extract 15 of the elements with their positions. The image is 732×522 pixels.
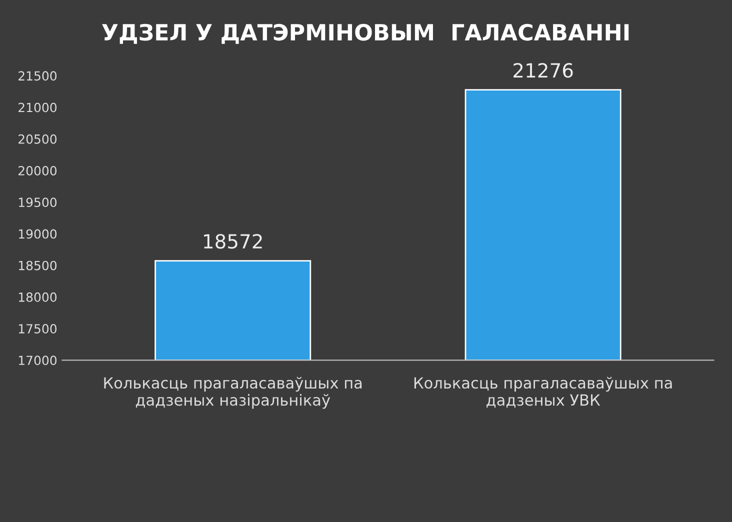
y-tick-label: 17500 <box>18 324 57 334</box>
y-tick-label: 21000 <box>18 102 57 112</box>
y-tick-label: 20500 <box>18 134 57 144</box>
y-tick-label: 18500 <box>18 260 57 270</box>
chart-title: УДЗЕЛ У ДАТЭРМІНОВЫМ ГАЛАСАВАННІ <box>102 24 629 44</box>
y-tick-label: 17000 <box>18 356 57 366</box>
y-tick-label: 20000 <box>18 166 57 176</box>
y-tick-label: 19500 <box>18 198 57 208</box>
y-tick-label: 18000 <box>18 292 57 302</box>
y-tick-label: 21500 <box>18 71 57 81</box>
x-tick-label: Колькасць прагаласаваўшых па дадзеных назіральнікаў <box>104 376 362 409</box>
data-label: 21276 <box>514 63 573 78</box>
y-tick-label: 19000 <box>18 229 57 239</box>
x-tick-label: Колькасць прагаласаваўшых па дадзеных УВК <box>414 376 672 408</box>
data-label: 18572 <box>204 234 262 249</box>
